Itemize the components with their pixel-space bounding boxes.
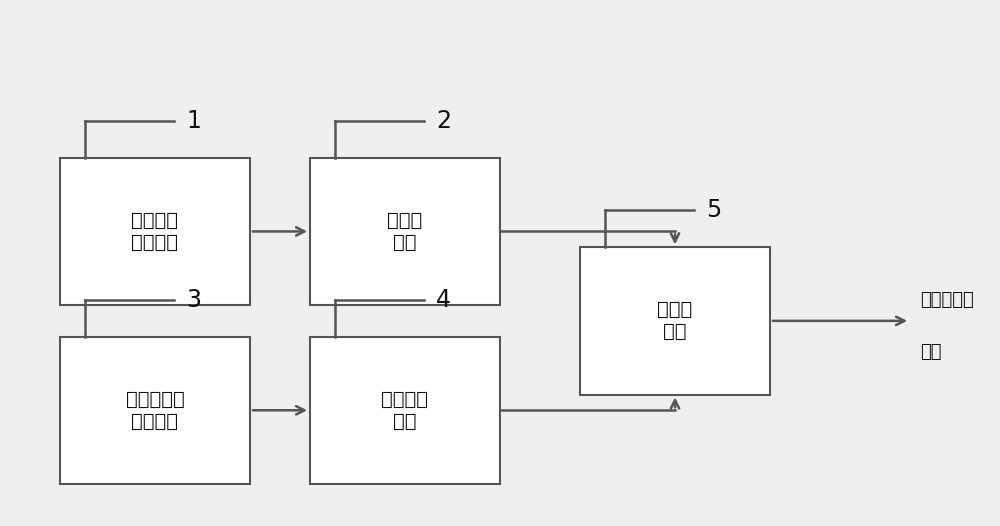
Bar: [310, 337, 500, 484]
Bar: [60, 158, 250, 305]
Bar: [60, 337, 250, 484]
Text: 1: 1: [186, 109, 201, 133]
Bar: [310, 158, 500, 305]
Text: 3: 3: [186, 288, 201, 312]
Text: 电流源
模块: 电流源 模块: [387, 211, 423, 252]
Text: 高速选择
模块: 高速选择 模块: [382, 390, 428, 431]
Text: 2: 2: [436, 109, 451, 133]
Text: 4: 4: [436, 288, 451, 312]
Text: 脉冲电流源: 脉冲电流源: [920, 291, 974, 309]
Text: 脉冲产生和
整形模块: 脉冲产生和 整形模块: [126, 390, 184, 431]
Text: 电流镜
模块: 电流镜 模块: [657, 300, 693, 341]
Bar: [580, 247, 770, 394]
Text: 基准电压
输出模块: 基准电压 输出模块: [132, 211, 178, 252]
Text: 输出: 输出: [920, 343, 942, 361]
Text: 5: 5: [706, 198, 721, 222]
